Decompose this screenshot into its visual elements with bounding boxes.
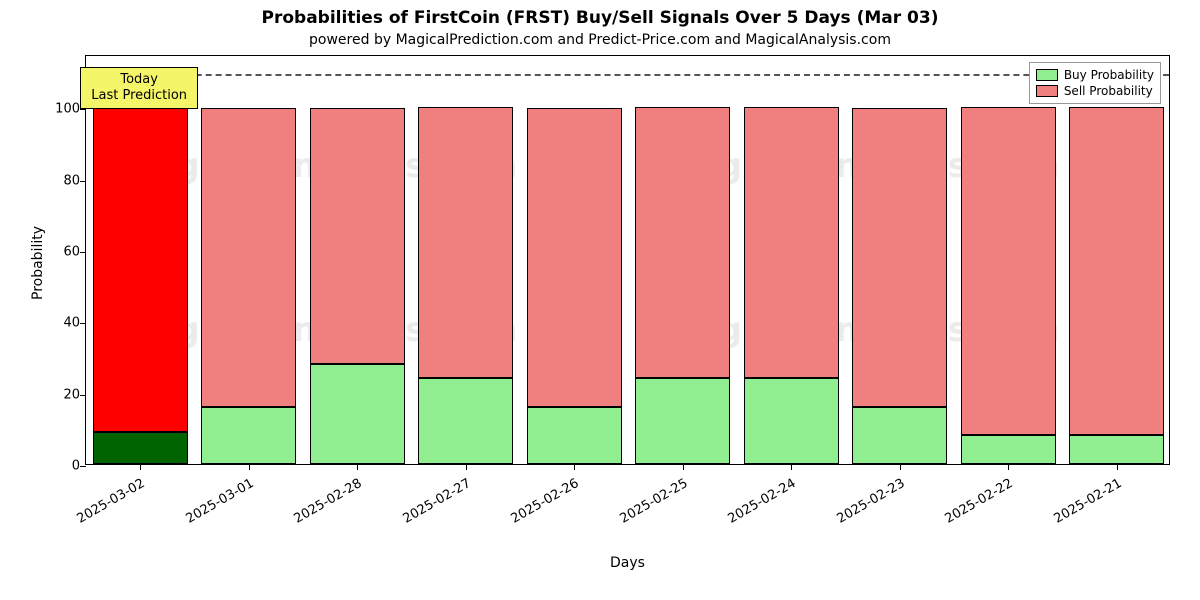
- bar-sell: [527, 108, 622, 407]
- bar-sell: [93, 108, 188, 432]
- x-tick: [683, 464, 684, 470]
- legend-item: Buy Probability: [1036, 67, 1154, 83]
- x-tick-label: 2025-02-24: [726, 476, 799, 527]
- bar-sell: [961, 107, 1056, 435]
- y-tick-label: 0: [72, 459, 80, 474]
- legend: Buy Probability Sell Probability: [1029, 62, 1161, 104]
- legend-label: Sell Probability: [1064, 84, 1153, 98]
- y-tick-label: 20: [63, 387, 80, 402]
- y-tick: [80, 109, 86, 110]
- legend-item: Sell Probability: [1036, 83, 1154, 99]
- bar-buy: [418, 378, 513, 464]
- x-tick-label: 2025-02-26: [509, 476, 582, 527]
- bar-sell: [852, 108, 947, 407]
- y-tick: [80, 323, 86, 324]
- x-tick: [900, 464, 901, 470]
- chart-subtitle: powered by MagicalPrediction.com and Pre…: [0, 32, 1200, 48]
- annotation-line: Last Prediction: [91, 88, 187, 104]
- x-tick: [574, 464, 575, 470]
- bar-sell: [310, 108, 405, 365]
- y-tick-label: 60: [63, 245, 80, 260]
- chart-root: Probabilities of FirstCoin (FRST) Buy/Se…: [0, 0, 1200, 600]
- legend-swatch: [1036, 85, 1058, 97]
- y-tick: [80, 252, 86, 253]
- bar-buy: [527, 407, 622, 464]
- x-tick-label: 2025-02-28: [292, 476, 365, 527]
- bar-sell: [635, 107, 730, 378]
- x-tick: [140, 464, 141, 470]
- chart-title: Probabilities of FirstCoin (FRST) Buy/Se…: [0, 8, 1200, 28]
- bar-buy: [201, 407, 296, 464]
- today-annotation: TodayLast Prediction: [80, 67, 198, 110]
- x-tick-label: 2025-03-01: [183, 476, 256, 527]
- annotation-line: Today: [91, 72, 187, 88]
- x-tick: [466, 464, 467, 470]
- bar-sell: [418, 107, 513, 378]
- y-tick: [80, 395, 86, 396]
- bar-buy: [1069, 435, 1164, 464]
- legend-label: Buy Probability: [1064, 68, 1154, 82]
- y-axis-label: Probability: [30, 226, 46, 300]
- x-tick: [791, 464, 792, 470]
- x-tick-label: 2025-02-23: [834, 476, 907, 527]
- bar-sell: [201, 108, 296, 407]
- x-tick-label: 2025-02-21: [1051, 476, 1124, 527]
- x-tick-label: 2025-02-27: [400, 476, 473, 527]
- bar-buy: [961, 435, 1056, 464]
- bar-sell: [1069, 107, 1164, 435]
- bar-buy: [310, 364, 405, 464]
- y-tick-label: 40: [63, 316, 80, 331]
- x-tick-label: 2025-02-22: [943, 476, 1016, 527]
- plot-area: MagicalAnalysis.comMagicalAnalysis.comMa…: [85, 55, 1170, 465]
- x-tick-label: 2025-03-02: [75, 476, 148, 527]
- bar-buy: [93, 432, 188, 464]
- x-tick: [249, 464, 250, 470]
- bar-sell: [744, 107, 839, 378]
- x-tick: [1117, 464, 1118, 470]
- x-axis-label: Days: [85, 555, 1170, 571]
- y-tick: [80, 181, 86, 182]
- bar-buy: [744, 378, 839, 464]
- bar-buy: [635, 378, 730, 464]
- x-tick: [357, 464, 358, 470]
- y-tick: [80, 466, 86, 467]
- x-tick: [1008, 464, 1009, 470]
- reference-line: [86, 74, 1169, 76]
- x-tick-label: 2025-02-25: [617, 476, 690, 527]
- bar-buy: [852, 407, 947, 464]
- y-tick-label: 100: [55, 102, 80, 117]
- y-tick-label: 80: [63, 173, 80, 188]
- legend-swatch: [1036, 69, 1058, 81]
